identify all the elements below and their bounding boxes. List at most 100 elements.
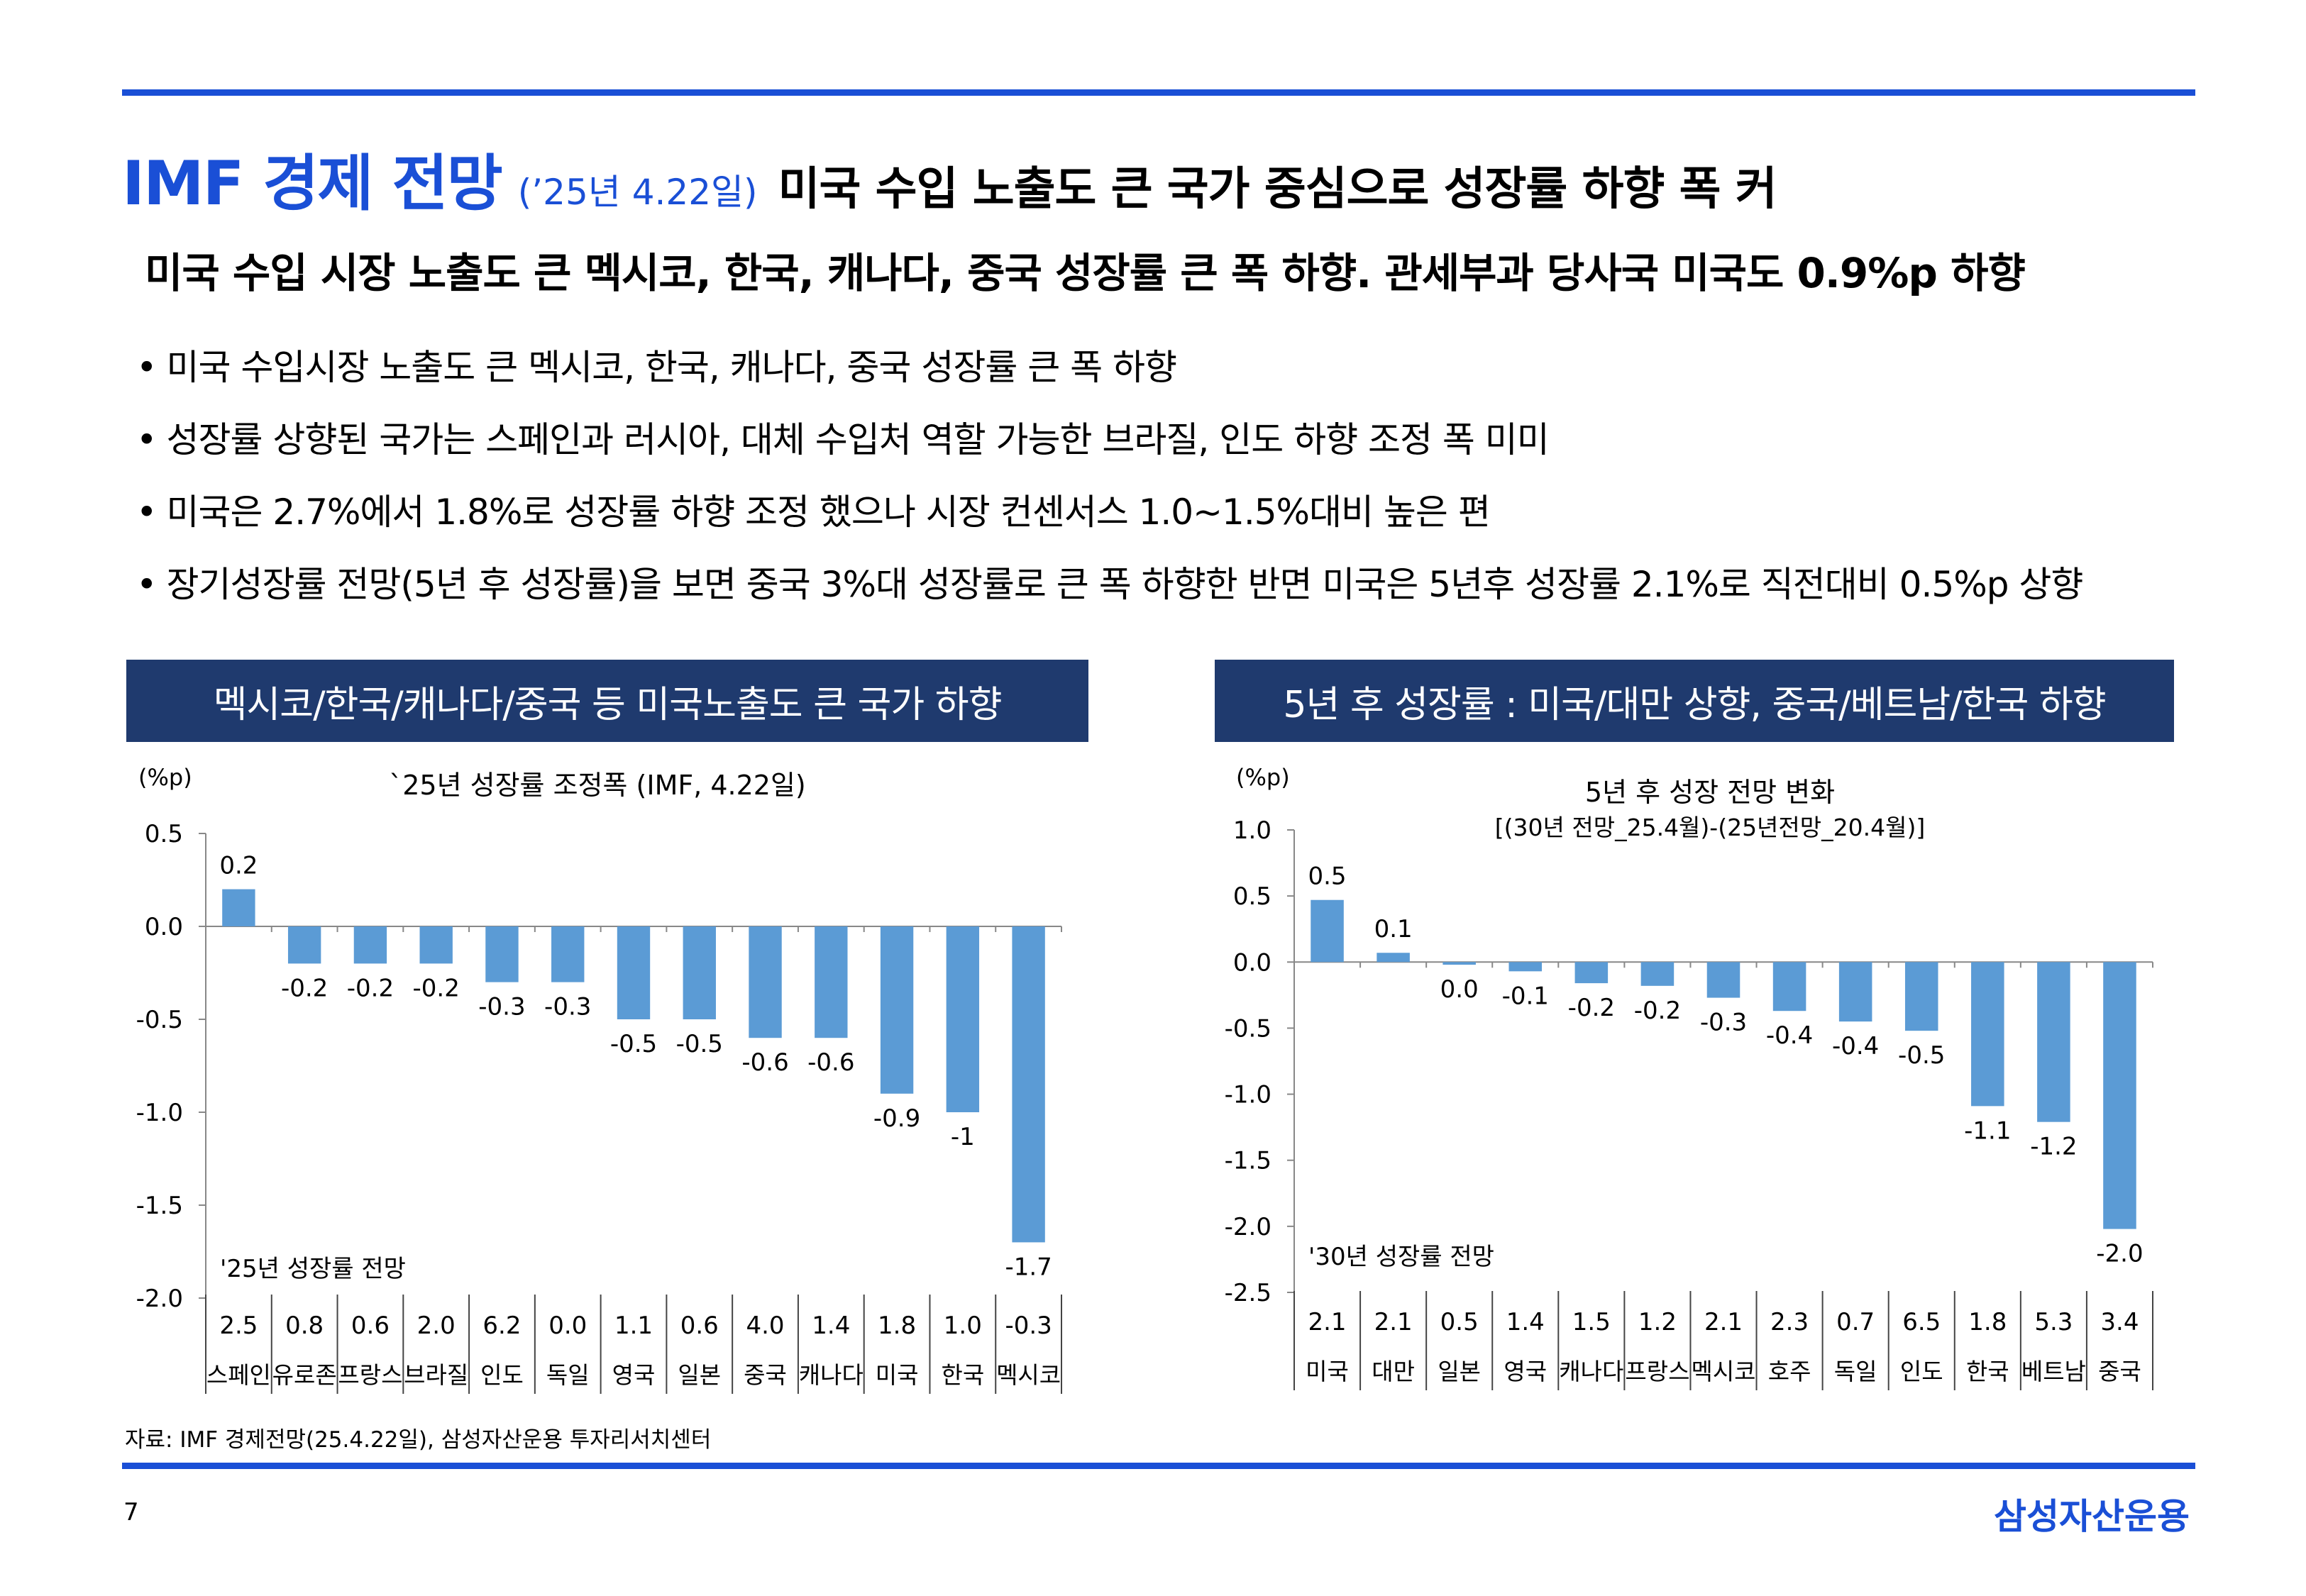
- right-chart-banner: 5년 후 성장률 : 미국/대만 상향, 중국/베트남/한국 하향: [1215, 660, 2174, 742]
- table-value: 2.3: [1770, 1308, 1809, 1336]
- table-title: '30년 성장률 전망: [1308, 1243, 1494, 1271]
- bar: [617, 926, 651, 1019]
- category-label: 대만: [1372, 1358, 1415, 1385]
- y-tick-label: 0.0: [1233, 948, 1271, 977]
- bar: [1971, 962, 2004, 1107]
- data-label: -1.7: [1005, 1253, 1052, 1281]
- y-tick-label: -2.5: [1225, 1279, 1271, 1307]
- table-value: 2.5: [219, 1312, 258, 1340]
- data-label: -0.2: [413, 974, 460, 1002]
- category-label: 일본: [1438, 1358, 1481, 1385]
- category-label: 영국: [612, 1361, 656, 1389]
- bullet-dot: •: [136, 564, 157, 605]
- category-label: 스페인: [206, 1361, 271, 1389]
- five-year-growth-chart: (%p) 5년 후 성장 전망 변화 [(30년 전망_25.4월)-(25년전망_…: [1225, 764, 2153, 1390]
- bar: [2103, 962, 2136, 1229]
- bar: [551, 926, 585, 982]
- category-label: 베트남: [2021, 1358, 2086, 1385]
- category-label: 캐나다: [799, 1361, 864, 1389]
- title-main: IMF 경제 전망: [122, 148, 503, 219]
- table-value: 4.0: [746, 1312, 784, 1340]
- data-label: -1: [951, 1123, 975, 1151]
- category-label: 프랑스: [338, 1361, 402, 1389]
- data-label: 0.0: [1440, 975, 1479, 1004]
- table-value: 5.3: [2034, 1308, 2073, 1336]
- y-tick-label: -2.0: [1225, 1213, 1271, 1241]
- bullet-item: • 장기성장률 전망(5년 후 성장률)을 보면 중국 3%대 성장률로 큰 폭 …: [136, 556, 2084, 628]
- bullet-text: 장기성장률 전망(5년 후 성장률)을 보면 중국 3%대 성장률로 큰 폭 하…: [166, 564, 2084, 605]
- bar: [815, 926, 848, 1038]
- category-label: 캐나다: [1559, 1358, 1623, 1385]
- table-value: 1.1: [614, 1312, 653, 1340]
- chart-title: `25년 성장률 조정폭 (IMF, 4.22일): [389, 770, 806, 801]
- bar: [287, 926, 321, 964]
- data-label: -0.5: [1898, 1041, 1945, 1070]
- table-value: 6.5: [1902, 1308, 1941, 1336]
- bar: [946, 926, 980, 1112]
- chart-subtitle: [(30년 전망_25.4월)-(25년전망_20.4월)]: [1495, 814, 1925, 841]
- y-tick-label: 0.0: [145, 913, 183, 941]
- category-label: 브라질: [404, 1361, 468, 1389]
- bottom-rule: [122, 1463, 2195, 1469]
- bullet-dot: •: [136, 347, 157, 388]
- category-label: 한국: [941, 1361, 984, 1389]
- data-label: -0.4: [1766, 1021, 1813, 1050]
- bullet-item: • 성장률 상향된 국가는 스페인과 러시아, 대체 수입처 역할 가능한 브라질…: [136, 411, 2082, 484]
- table-value: 0.0: [548, 1312, 587, 1340]
- top-rule: [122, 89, 2195, 96]
- bullet-text: 미국 수입시장 노출도 큰 멕시코, 한국, 캐나다, 중국 성장률 큰 폭 하…: [166, 347, 1178, 388]
- bar: [1772, 962, 1806, 1012]
- bar: [1838, 962, 1872, 1022]
- category-label: 중국: [744, 1361, 787, 1389]
- bar: [419, 926, 453, 964]
- bar: [1012, 926, 1045, 1243]
- table-value: 6.2: [482, 1312, 521, 1340]
- y-tick-label: -2.0: [136, 1285, 183, 1313]
- left-chart-banner: 멕시코/한국/캐나다/중국 등 미국노출도 큰 국가 하향: [126, 660, 1088, 742]
- category-label: 독일: [1834, 1358, 1877, 1385]
- table-value: 0.8: [285, 1312, 324, 1340]
- y-tick-label: 0.5: [1233, 882, 1271, 911]
- bar: [1442, 962, 1476, 965]
- category-label: 독일: [546, 1361, 590, 1389]
- table-value: 1.8: [1968, 1308, 2007, 1336]
- category-label: 중국: [2098, 1358, 2141, 1385]
- y-tick-label: -0.5: [1225, 1014, 1271, 1043]
- y-tick-label: -1.5: [136, 1192, 183, 1220]
- brand-logo: 삼성자산운용: [1994, 1496, 2190, 1537]
- data-label: -0.4: [1832, 1032, 1879, 1060]
- category-label: 영국: [1504, 1358, 1547, 1385]
- y-tick-label: -1.0: [1225, 1081, 1271, 1109]
- table-value: 2.1: [1704, 1308, 1743, 1336]
- data-label: -0.2: [281, 974, 328, 1002]
- table-value: 1.4: [812, 1312, 850, 1340]
- category-label: 일본: [678, 1361, 721, 1389]
- bar: [353, 926, 387, 964]
- data-label: 0.2: [219, 852, 258, 880]
- bar: [1574, 962, 1609, 984]
- data-label: -1.1: [1964, 1116, 2011, 1145]
- table-value: 1.2: [1638, 1308, 1677, 1336]
- bullet-item: • 미국은 2.7%에서 1.8%로 성장률 하향 조정 했으나 시장 컨센서스 …: [136, 484, 2082, 556]
- category-label: 인도: [1900, 1358, 1943, 1385]
- data-label: -0.6: [807, 1048, 854, 1077]
- category-label: 미국: [1306, 1358, 1349, 1385]
- bullet-text: 미국은 2.7%에서 1.8%로 성장률 하향 조정 했으나 시장 컨센서스 1…: [166, 492, 1491, 533]
- y-tick-label: -1.0: [136, 1099, 183, 1127]
- bar: [1640, 962, 1675, 986]
- bar: [749, 926, 782, 1038]
- y-tick-label: 0.5: [145, 820, 183, 848]
- bar: [222, 889, 255, 926]
- table-value: 0.6: [351, 1312, 390, 1340]
- data-label: -0.5: [676, 1030, 723, 1058]
- table-title: '25년 성장률 전망: [220, 1255, 406, 1283]
- y-unit-label: (%p): [138, 764, 192, 791]
- bar: [1706, 962, 1740, 998]
- table-value: 1.0: [944, 1312, 982, 1340]
- y-tick-label: -1.5: [1225, 1147, 1271, 1175]
- headline: 미국 수입 시장 노출도 큰 멕시코, 한국, 캐나다, 중국 성장률 큰 폭 …: [145, 249, 2026, 297]
- data-label: -0.1: [1502, 982, 1549, 1010]
- page-title: IMF 경제 전망 (’25년 4.22일) 미국 수입 노출도 큰 국가 중심…: [122, 133, 1777, 222]
- bar: [2037, 962, 2070, 1122]
- table-value: 2.1: [1374, 1308, 1413, 1336]
